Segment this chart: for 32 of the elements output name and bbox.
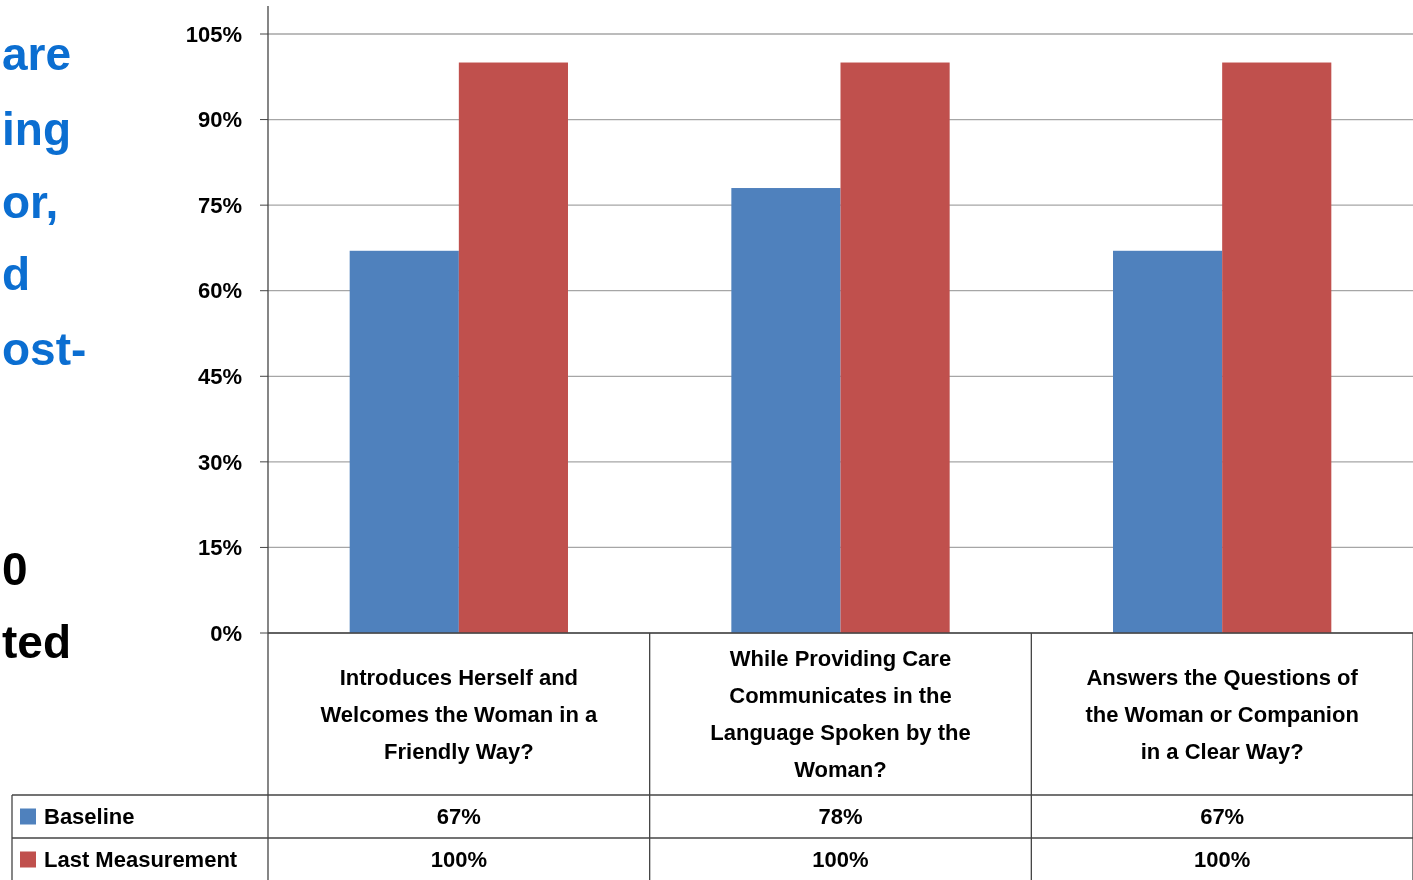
text: d	[2, 248, 31, 300]
y-tick-label: 15%	[197, 535, 242, 561]
bar	[458, 62, 568, 633]
text: ted	[2, 616, 71, 668]
x-tick-label: Answers the Questions of the Woman or Companion in a Clear Way?	[1085, 664, 1359, 764]
bar	[840, 62, 950, 633]
data-label: 100%	[430, 847, 487, 873]
data-label: 67%	[1200, 804, 1245, 830]
bar	[349, 250, 459, 633]
text: ing	[2, 103, 71, 155]
bar	[1113, 250, 1223, 633]
text: 0	[2, 543, 28, 595]
text: ost-	[2, 323, 87, 375]
bar	[1222, 62, 1332, 633]
y-tick-label: 75%	[197, 192, 242, 218]
text: are	[2, 28, 72, 80]
y-tick-label: 45%	[197, 363, 242, 389]
y-tick-label: 90%	[197, 107, 242, 133]
text: or,	[2, 176, 59, 228]
data-label: 100%	[1194, 847, 1251, 873]
y-tick-label: 30%	[197, 449, 242, 475]
x-tick-label: Introduces Herself and Welcomes the Woman in a Friendly Way?	[320, 664, 598, 764]
data-label: 67%	[436, 804, 481, 830]
data-label: 100%	[812, 847, 869, 873]
legend-label: Baseline	[44, 804, 135, 830]
y-tick-label: 0%	[210, 620, 242, 646]
bar	[731, 188, 841, 633]
data-label: 78%	[818, 804, 863, 830]
legend-label: Last Measurement	[44, 847, 238, 873]
y-tick-label: 60%	[197, 278, 242, 304]
y-tick-label: 105%	[185, 21, 242, 47]
x-tick-label: While Providing Care Communicates in the Language Spoken by the Woman?	[710, 646, 971, 783]
